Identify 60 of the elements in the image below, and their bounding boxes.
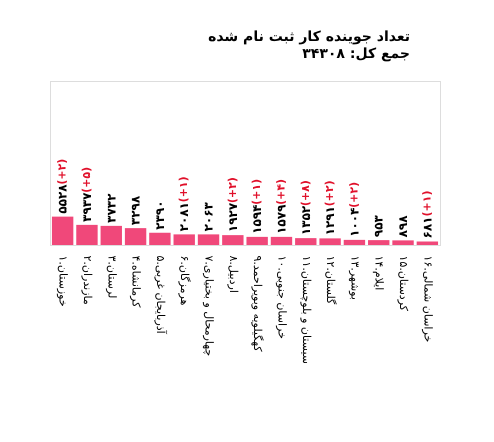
chart-title: تعداد جوینده کار ثبت نام شده bbox=[208, 29, 410, 45]
annotation: (+۱) bbox=[177, 176, 190, 202]
annotation: (+۱) bbox=[420, 190, 434, 217]
x-tick-label: ۱۱.سیستان و بلوچستان bbox=[300, 256, 313, 364]
x-tick-label: ۷.چهارمحال و بختیاری bbox=[202, 256, 216, 356]
data-label: ۱۵۷۹ bbox=[274, 204, 288, 234]
bar bbox=[149, 232, 171, 245]
annotation: (+۸) bbox=[298, 180, 312, 206]
data-label: ۱۳۵۲ bbox=[298, 205, 313, 236]
annotation: (+۵) bbox=[80, 166, 93, 193]
x-tick-label: ۶.هرمزگان bbox=[178, 256, 192, 306]
bar bbox=[174, 234, 195, 245]
bar bbox=[295, 238, 316, 245]
bar bbox=[392, 240, 414, 245]
x-tick-label: ۱۲.گلستان bbox=[324, 256, 338, 306]
data-label: ۱۵۹۴ bbox=[250, 204, 264, 234]
bar bbox=[344, 240, 366, 245]
x-tick-label: ۱۵.کردستان bbox=[397, 256, 410, 312]
x-tick-label: ۱۶.خراسان شمالی bbox=[421, 256, 434, 342]
annotation: (+۱) bbox=[250, 178, 264, 205]
annotation: (+۲) bbox=[226, 177, 239, 204]
annotation: (+۲) bbox=[323, 180, 336, 206]
x-tick-label: ۲.مازندران bbox=[80, 256, 94, 305]
x-tick-label: ۹.کهگیلویه وبویراحمد bbox=[251, 256, 264, 352]
x-tick-label: ۱۳.بوشهر bbox=[348, 256, 362, 300]
bar bbox=[76, 224, 98, 245]
annotation: (+۲) bbox=[347, 182, 360, 208]
bar bbox=[246, 236, 268, 245]
data-label: ۳۹۳۷ bbox=[80, 192, 94, 222]
annotation: (+۴) bbox=[274, 178, 288, 205]
bar bbox=[222, 235, 244, 245]
bar bbox=[124, 228, 146, 245]
bar bbox=[198, 234, 220, 245]
x-tick-label: ۴.کرمانشاه bbox=[130, 256, 143, 308]
data-label: ۲۰۸۱ bbox=[177, 202, 192, 232]
data-label: ۳۷۳۲ bbox=[104, 192, 118, 223]
data-label: ۱۲۹۱ bbox=[323, 206, 338, 236]
data-label: ۲۳۹۰ bbox=[152, 200, 167, 230]
data-label: ۵۵۲۸ bbox=[56, 184, 70, 214]
data-label: ۸۹۸ bbox=[396, 214, 410, 238]
x-tick-label: ۳.لرستان bbox=[105, 256, 118, 298]
x-tick-label: ۱۴.ایلام bbox=[372, 256, 386, 290]
x-tick-label: ۱۰.خراسان جنوبی bbox=[275, 256, 288, 339]
chart-subtitle: جمع کل: ۳۴۳۰۸ bbox=[302, 46, 410, 62]
data-label: ۶۸۱ bbox=[420, 216, 434, 239]
bar bbox=[416, 242, 438, 245]
x-tick-label: ۸.اردبیل bbox=[226, 256, 240, 293]
data-label: ۱۰۰۴ bbox=[347, 208, 362, 237]
data-label: ۱۹۲۷ bbox=[226, 202, 240, 232]
x-tick-label: ۱.خوزستان bbox=[56, 256, 70, 307]
data-label: ۲۰۶۳ bbox=[202, 201, 216, 232]
bar bbox=[319, 238, 341, 245]
bar bbox=[270, 236, 292, 245]
annotation: (+۲) bbox=[56, 158, 69, 185]
data-label: ۹۵۳ bbox=[372, 214, 386, 238]
bar bbox=[52, 216, 74, 245]
data-label: ۳۲۹۸ bbox=[128, 195, 143, 226]
bar bbox=[100, 226, 122, 245]
bar bbox=[368, 240, 390, 245]
x-tick-label: ۵.آذربایجان غربی bbox=[154, 256, 168, 335]
